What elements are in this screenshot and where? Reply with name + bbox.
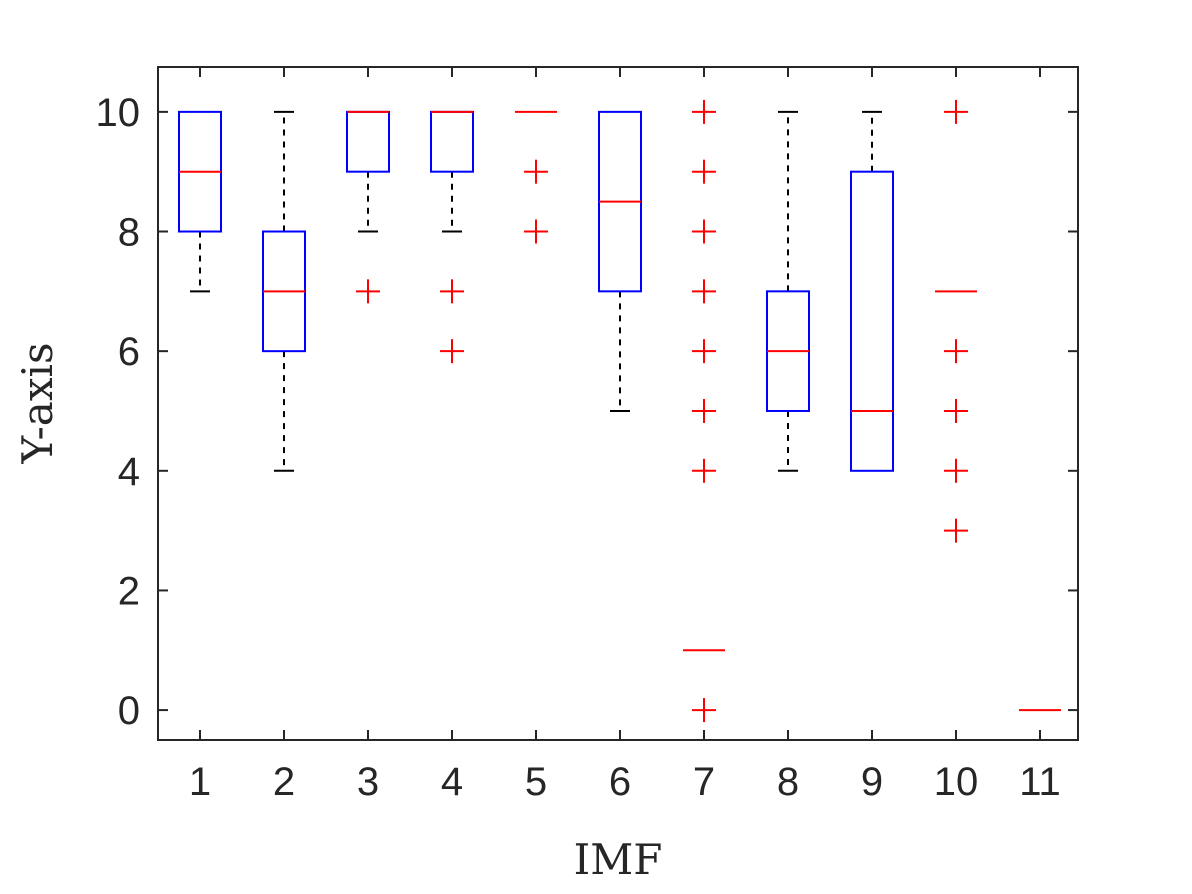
outlier-marker bbox=[356, 279, 380, 304]
x-tick-label: 4 bbox=[441, 760, 463, 804]
x-tick-label: 2 bbox=[273, 760, 295, 804]
outlier-marker bbox=[944, 339, 968, 364]
outlier-marker bbox=[944, 518, 968, 543]
boxplot-marks bbox=[178, 99, 1061, 723]
box-group-5 bbox=[515, 110, 557, 244]
y-tick-label: 0 bbox=[118, 689, 140, 733]
x-tick-label: 11 bbox=[1019, 760, 1061, 804]
x-tick-label: 9 bbox=[861, 760, 883, 804]
box-group-7 bbox=[683, 99, 725, 723]
outlier-marker bbox=[692, 279, 716, 304]
box-group-10 bbox=[935, 99, 977, 543]
outlier-marker bbox=[692, 339, 716, 364]
y-axis-ticks: 0 2 4 6 8 10 bbox=[96, 91, 1078, 733]
iqr-box bbox=[850, 170, 894, 472]
x-axis-ticks: 1 2 3 4 5 6 7 8 9 10 11 bbox=[189, 67, 1061, 804]
axes-frame bbox=[157, 66, 1079, 741]
outlier-marker bbox=[692, 219, 716, 244]
y-tick-label: 2 bbox=[118, 569, 140, 613]
box-group-9 bbox=[850, 110, 894, 472]
outlier-marker bbox=[440, 279, 464, 304]
outlier-marker bbox=[944, 398, 968, 423]
outlier-marker bbox=[692, 458, 716, 483]
x-tick-label: 1 bbox=[189, 760, 211, 804]
box-group-2 bbox=[262, 110, 306, 472]
y-tick-label: 10 bbox=[96, 91, 141, 135]
x-tick-label: 3 bbox=[357, 760, 379, 804]
outlier-marker bbox=[524, 219, 548, 244]
y-tick-label: 4 bbox=[118, 450, 140, 494]
outlier-marker bbox=[440, 339, 464, 364]
x-tick-label: 7 bbox=[693, 760, 715, 804]
y-tick-label: 6 bbox=[118, 330, 140, 374]
x-tick-label: 10 bbox=[934, 760, 979, 804]
x-tick-label: 8 bbox=[777, 760, 799, 804]
plot-area bbox=[158, 67, 1078, 740]
box-group-3 bbox=[346, 110, 390, 304]
outlier-marker bbox=[692, 398, 716, 423]
x-tick-label: 5 bbox=[525, 760, 547, 804]
outlier-marker bbox=[692, 698, 716, 723]
box-group-4 bbox=[430, 110, 474, 364]
outlier-marker bbox=[692, 99, 716, 124]
outlier-marker bbox=[692, 159, 716, 184]
x-tick-label: 6 bbox=[609, 760, 631, 804]
box-group-6 bbox=[598, 110, 642, 412]
y-tick-label: 8 bbox=[118, 211, 140, 255]
outlier-marker bbox=[944, 458, 968, 483]
box-group-8 bbox=[766, 110, 810, 472]
y-axis-label: Y-axis bbox=[13, 342, 62, 464]
outlier-marker bbox=[524, 159, 548, 184]
box-group-1 bbox=[178, 110, 222, 293]
outlier-marker bbox=[944, 99, 968, 124]
x-axis-label: IMF bbox=[574, 835, 663, 884]
